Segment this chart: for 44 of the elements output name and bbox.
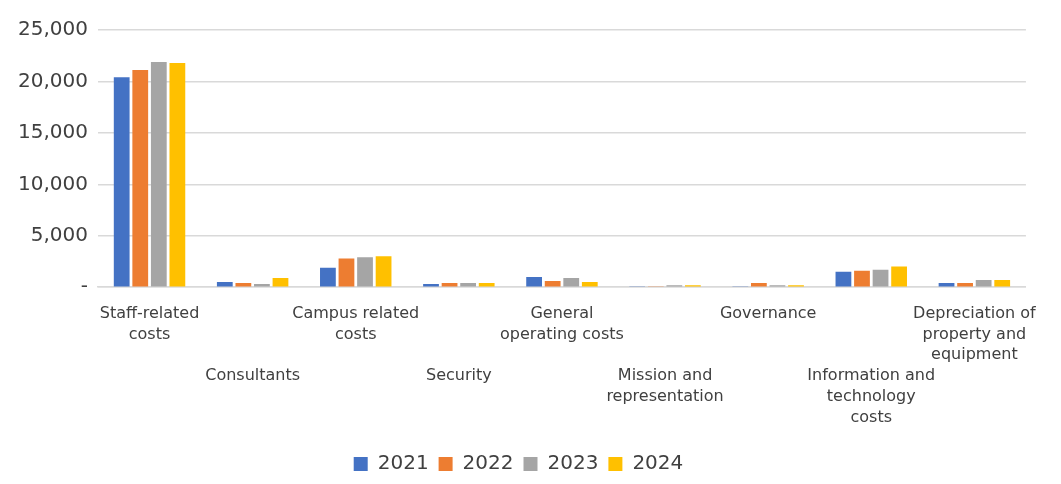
legend-label: 2022	[462, 450, 514, 475]
bar	[994, 280, 1011, 287]
bar	[957, 283, 973, 287]
y-tick-label: 15,000	[18, 119, 88, 144]
x-tick-label: Campus related costs	[292, 302, 420, 343]
bar	[460, 283, 477, 287]
y-tick-label: 10,000	[18, 170, 88, 195]
bar	[975, 280, 992, 287]
bar	[854, 270, 870, 287]
bar	[375, 256, 392, 287]
x-tick-label: Information and technology costs	[807, 365, 936, 426]
bar	[526, 276, 542, 287]
y-tick-label: 20,000	[18, 67, 88, 92]
x-tick-label: Security	[426, 365, 492, 385]
bar	[216, 282, 233, 287]
bar	[563, 277, 580, 287]
bar	[338, 258, 355, 287]
bar	[544, 281, 561, 287]
x-tick-label: General operating costs	[500, 302, 624, 343]
bar	[235, 283, 252, 287]
bar	[150, 61, 167, 287]
bar	[581, 282, 598, 287]
x-tick-label: Governance	[719, 302, 817, 322]
bar	[835, 271, 852, 287]
bar	[891, 266, 907, 287]
bar	[872, 269, 889, 287]
y-tick-label: -	[80, 273, 88, 298]
legend-label: 2024	[632, 450, 684, 475]
x-tick-label: Depreciation of property and equipment	[913, 302, 1037, 364]
legend-label: 2021	[377, 450, 429, 475]
x-tick-label: Mission and representation	[606, 365, 724, 405]
bar	[357, 257, 373, 287]
x-tick-label: Staff-related costs	[99, 302, 200, 343]
bar	[113, 77, 130, 287]
y-tick-label: 5,000	[30, 221, 88, 246]
bar	[750, 283, 767, 287]
bar	[478, 283, 495, 287]
y-tick-label: 25,000	[18, 16, 88, 41]
legend-label: 2023	[547, 450, 599, 475]
bar	[320, 267, 336, 287]
x-tick-label: Consultants	[205, 365, 301, 385]
bar	[169, 62, 186, 287]
bar	[132, 70, 149, 287]
bar	[272, 277, 289, 287]
